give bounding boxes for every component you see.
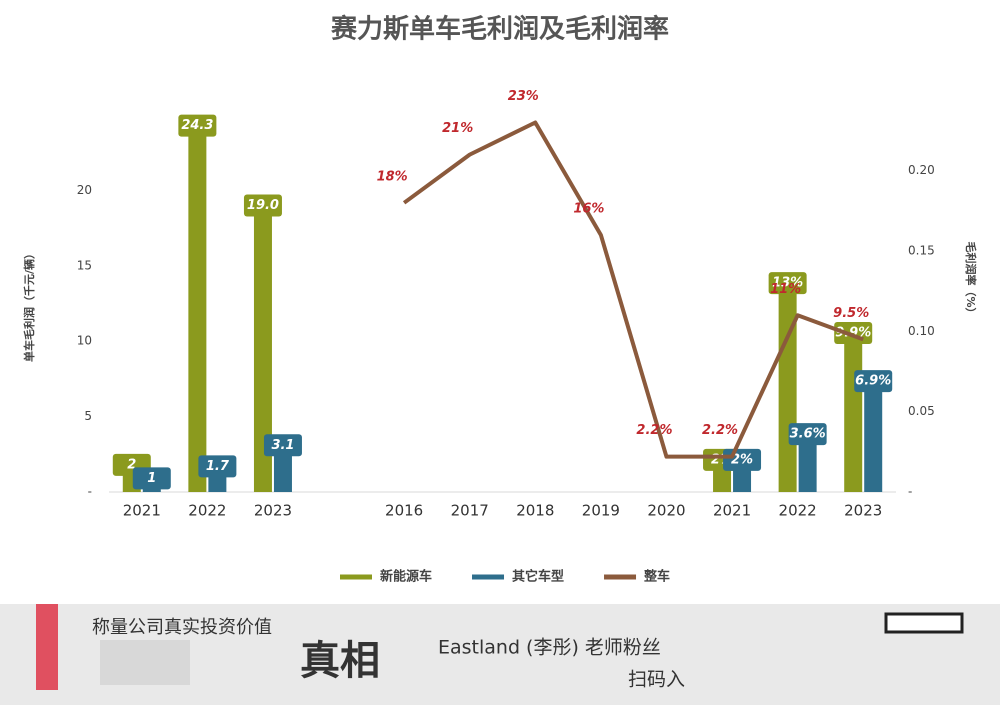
x-tick-label: 2017 [451,502,489,520]
y-axis-label: 单车毛利润（千元/辆） [22,248,36,362]
y2-tick-label: 0.10 [908,324,935,338]
bar [864,381,883,492]
y2-tick-label: 0.05 [908,404,935,418]
x-tick-label: 2016 [385,502,423,520]
y2-tick-label: 0.15 [908,244,935,258]
data-label: 6.9% [855,374,891,389]
data-label-box [243,194,282,217]
footer-tab [36,604,58,690]
data-label-box [132,467,171,490]
x-tick-label: 2019 [582,502,620,520]
data-label: 23% [508,89,539,104]
y-tick-label: 5 [84,409,92,423]
data-label: 9.5% [833,306,869,321]
data-label-box [198,455,237,478]
x-tick-label: 2020 [647,502,685,520]
data-label-box [263,434,302,457]
legend-label: 整车 [643,569,670,585]
footer-author: Eastland (李彤) 老师粉丝 [438,637,661,659]
y2-tick-label: - [908,485,912,499]
x-tick-label: 2023 [844,502,882,520]
y2-axis-label: 毛利润率（%） [964,241,978,318]
x-tick-label: 2022 [188,502,226,520]
x-tick-label: 2023 [254,502,292,520]
y2-tick-label: 0.20 [908,163,935,177]
footer-cta: 扫码入 [628,669,685,691]
legend-label: 新能源车 [380,569,432,585]
data-label: 1.7 [206,459,230,474]
chart-title: 赛力斯单车毛利润及毛利润率 [330,14,669,45]
data-label: 24.3 [181,118,213,133]
data-label: 3.1 [271,438,294,453]
x-tick-label: 2021 [713,502,751,520]
footer-blur [100,640,190,685]
qr-code [884,612,964,634]
data-label: 2.2% [702,423,738,438]
bar [188,125,207,492]
data-label: 11% [770,282,801,297]
bar [253,205,272,493]
line [402,120,864,459]
data-label-box [788,423,827,446]
y-tick-label: 15 [77,258,92,272]
y-tick-label: 20 [77,183,92,197]
data-label: 16% [573,201,604,216]
data-label: 13% [772,276,803,291]
data-label: 19.0 [247,198,279,213]
bar [273,445,292,492]
bar [844,332,863,492]
footer-headline: 真相 [300,637,380,684]
x-tick-label: 2021 [123,502,161,520]
data-label: 2 [127,457,136,472]
data-label: 1 [147,471,156,486]
data-label: 18% [377,169,408,184]
x-tick-label: 2018 [516,502,554,520]
data-label: 9.9% [835,325,871,340]
footer-slogan: 称量公司真实投资价值 [92,617,272,638]
y-tick-label: 10 [77,334,92,348]
data-label: 2% [731,452,753,467]
data-label-box [768,272,807,295]
data-label: 3.6% [790,427,826,442]
data-label-box [854,370,893,393]
y-tick-label: - [88,485,92,499]
data-label: 2.2% [636,423,672,438]
bar [798,434,817,492]
bar [778,283,797,492]
data-label-box [178,114,217,137]
legend-label: 其它车型 [512,569,564,585]
data-label: 21% [442,121,473,136]
x-tick-label: 2022 [779,502,817,520]
